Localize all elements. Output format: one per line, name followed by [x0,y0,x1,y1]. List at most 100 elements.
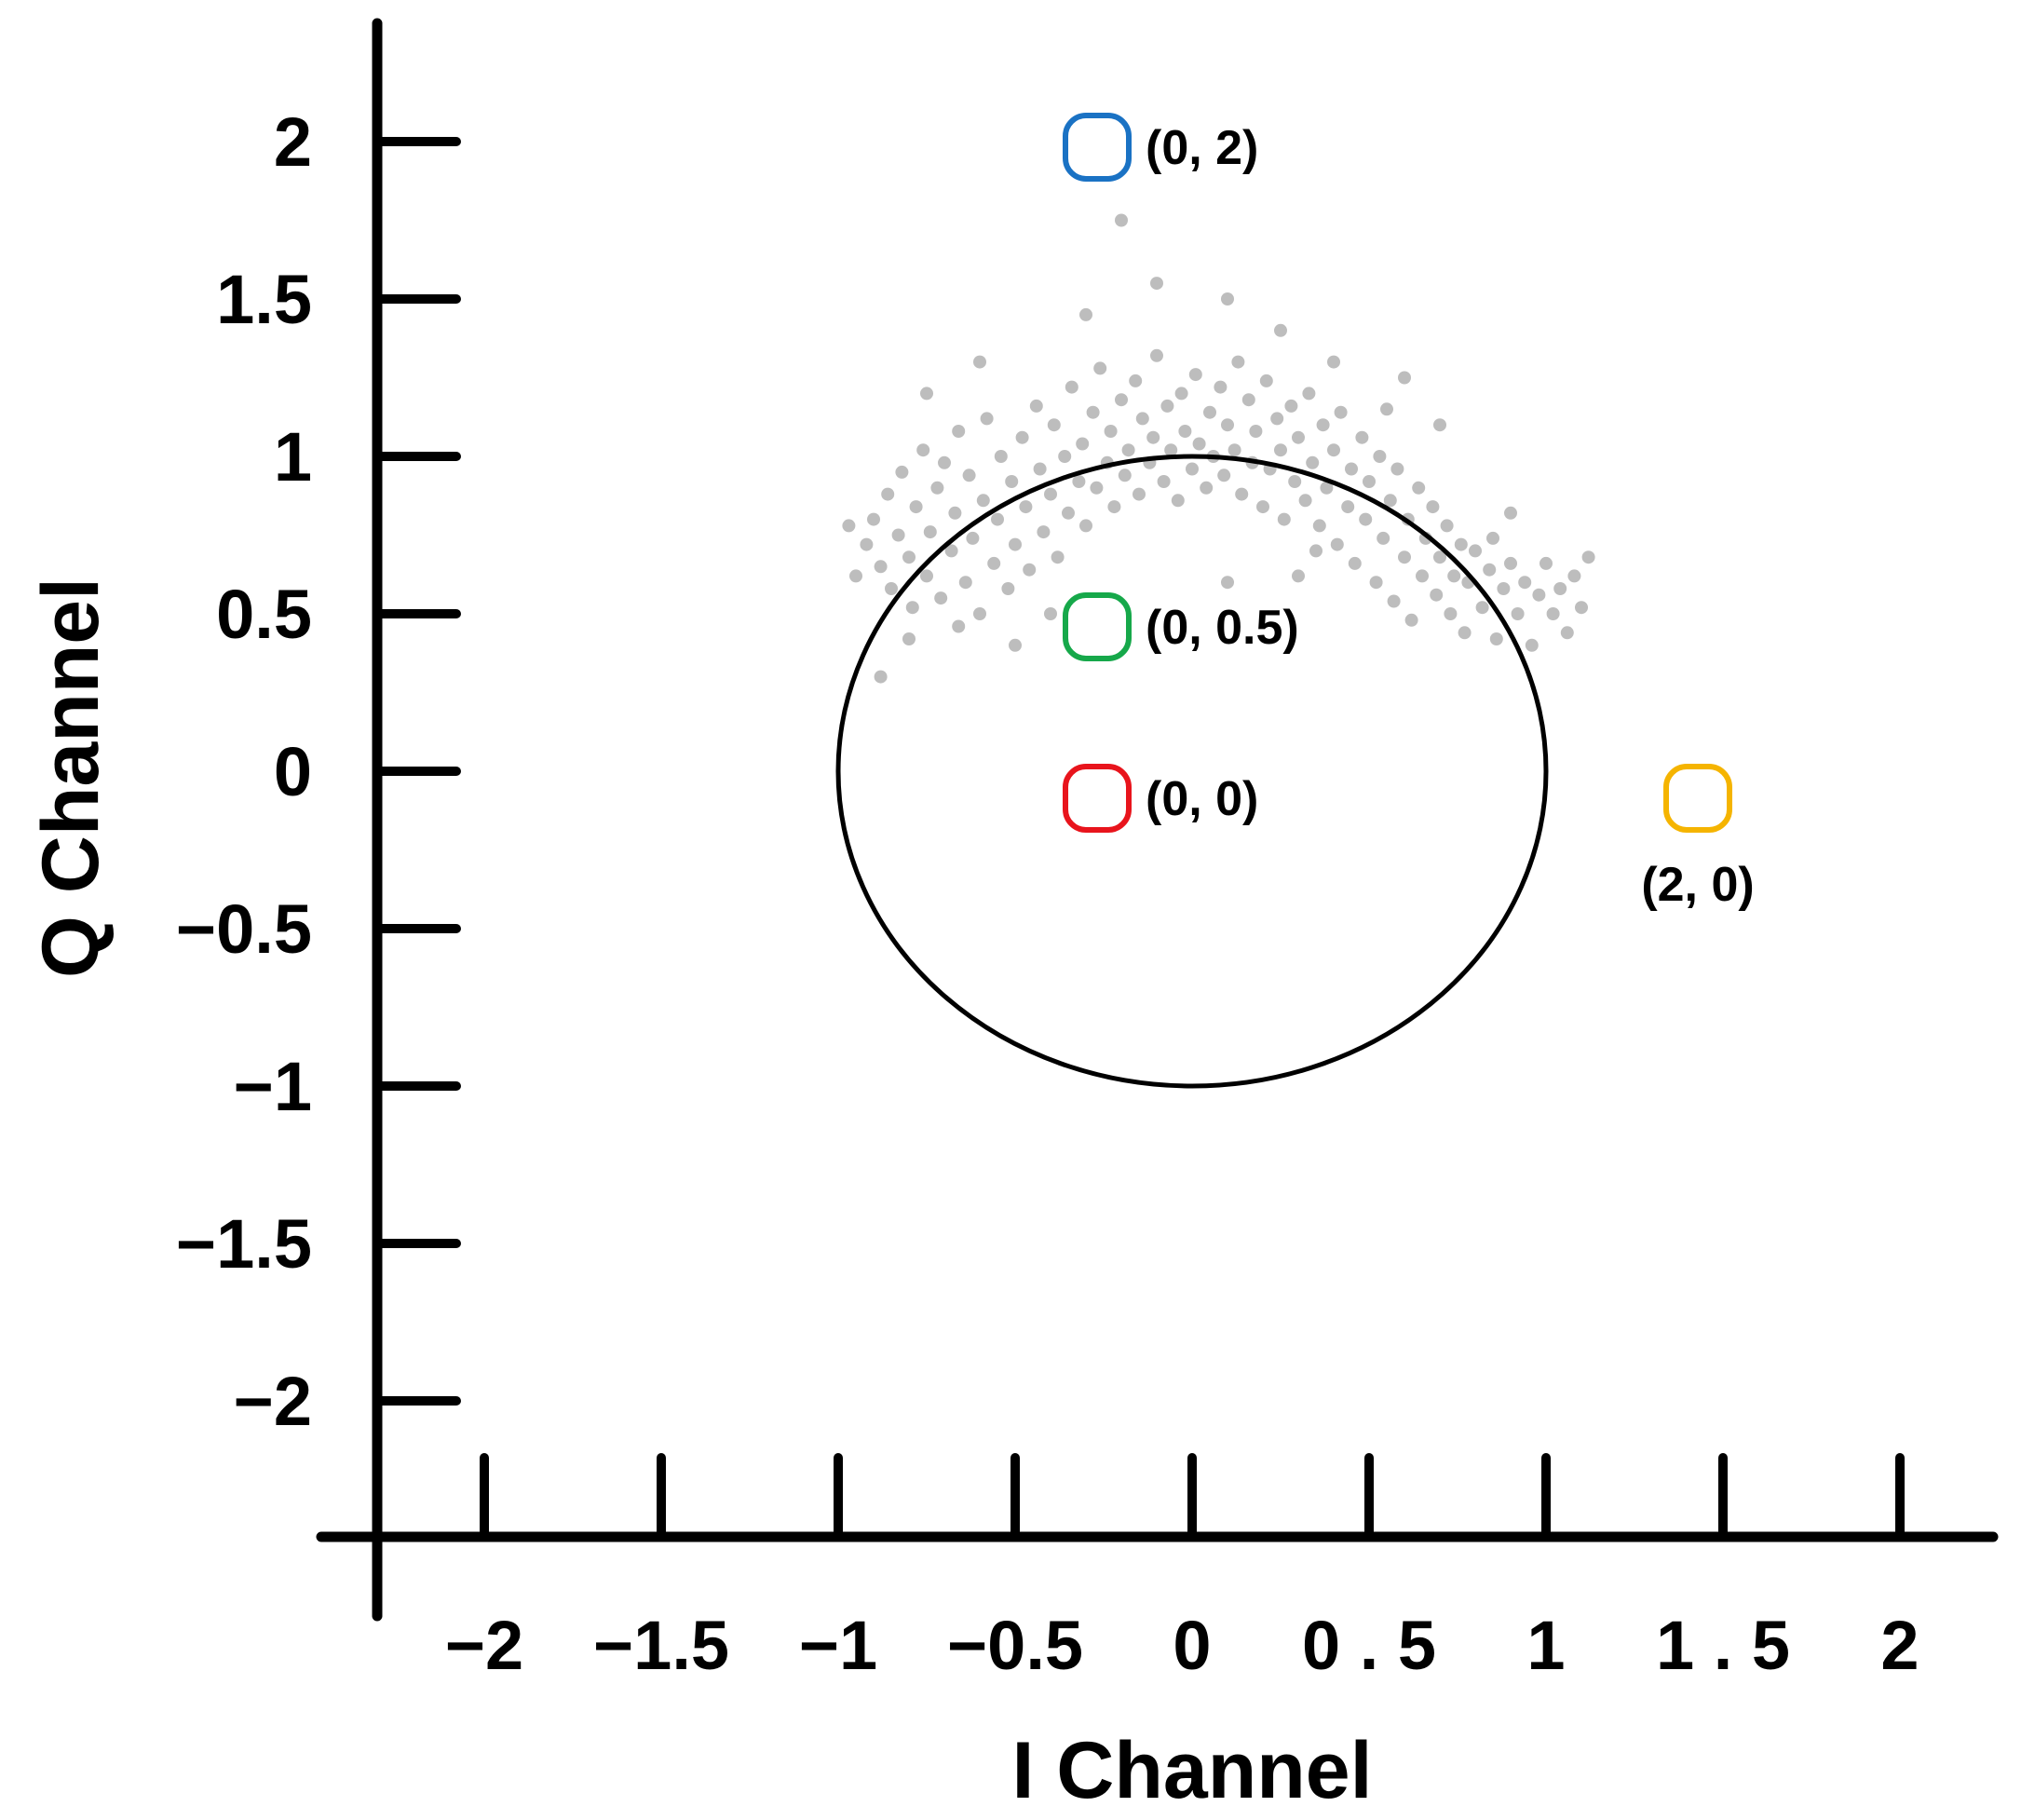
scatter-point-52 [1115,393,1128,407]
y-tick-label-8: −2 [234,1363,312,1440]
scatter-point-76 [1228,443,1241,457]
scatter-point-155 [1221,576,1234,590]
scatter-point-141 [1567,569,1581,583]
scatter-point-128 [1475,601,1489,615]
scatter-point-61 [1157,475,1171,488]
scatter-point-62 [1160,399,1174,413]
markers: (0, 2) (0, 0.5) (0, 0) (2, 0) [1063,113,1755,912]
scatter-point-47 [1090,481,1104,495]
scatter-point-67 [1186,462,1199,476]
scatter-point-85 [1270,412,1284,426]
scatter-point-100 [1341,500,1355,514]
scatter-point-108 [1377,531,1390,545]
axes [316,18,1999,1622]
scatter-point-27 [994,450,1008,463]
scatter-point-26 [991,512,1004,526]
marker-label-3: (2, 0) [1641,858,1754,912]
scatter-point-35 [1033,462,1047,476]
scatter-point-114 [1404,613,1418,627]
y-tick-label-0: 2 [274,103,312,181]
scatter-point-89 [1288,475,1302,488]
scatter-point-15 [938,455,951,469]
scatter-point-23 [976,494,990,508]
scatter-point-90 [1292,430,1305,444]
scatter-point-150 [1398,371,1411,385]
x-tick-label-3: −0.5 [947,1607,1083,1684]
scatter-point-110 [1387,594,1401,608]
scatter-point-45 [1079,519,1092,533]
scatter-point-145 [1079,307,1092,321]
scatter-point-147 [1221,292,1234,306]
scatter-point-16 [944,544,958,558]
marker-1 [1063,592,1132,661]
scatter-point-158 [1433,418,1446,432]
scatter-point-92 [1302,387,1316,401]
scatter-point-131 [1497,582,1511,595]
y-axis-title: Q Channel [26,577,115,978]
scatter-point-120 [1433,550,1446,564]
scatter-point-109 [1383,494,1397,508]
scatter-point-159 [1380,402,1393,416]
scatter-point-5 [891,528,905,542]
scatter-point-29 [1005,475,1019,488]
scatter-point-3 [881,487,895,501]
marker-label-1: (0, 0.5) [1146,601,1299,655]
scatter-point-96 [1320,481,1334,495]
scatter-point-43 [1072,475,1086,488]
y-tick-label-1: 1.5 [216,261,312,338]
scatter-point-121 [1440,519,1454,533]
scatter-point-34 [1029,399,1043,413]
unit-circle [835,454,1549,1089]
scatter-point-91 [1298,494,1312,508]
scatter-point-66 [1178,425,1192,438]
scatter-point-51 [1107,500,1121,514]
scatter-point-139 [1553,582,1567,595]
scatter-point-22 [973,607,986,620]
reference-circle [835,454,1549,1089]
scatter-point-31 [1015,430,1029,444]
y-tick-label-5: −0.5 [176,890,312,968]
scatter-point-157 [1009,638,1022,652]
scatter-point-165 [1504,506,1517,520]
scatter-point-18 [952,425,966,438]
scatter-point-136 [1532,588,1546,602]
scatter-point-6 [895,465,909,479]
scatter-point-146 [1150,277,1163,291]
y-tick-label-7: −1.5 [176,1205,312,1283]
scatter-point-140 [1560,626,1574,640]
scatter-point-125 [1458,626,1472,640]
scatter-point-8 [905,601,919,615]
scatter-point-55 [1129,374,1143,387]
scatter-point-81 [1249,425,1263,438]
scatter-point-1 [867,512,880,526]
scatter-point-73 [1214,380,1228,394]
scatter-point-64 [1171,494,1185,508]
scatter-point-28 [1001,582,1015,595]
scatter-point-79 [1241,393,1255,407]
scatter-point-166 [1292,569,1305,583]
scatter-point-163 [842,519,856,533]
scatter-point-2 [874,560,888,574]
scatter-point-24 [980,412,994,426]
scatter-point-115 [1412,481,1426,495]
scatter-point-41 [1062,506,1075,520]
y-tick-label-2: 1 [274,418,312,496]
scatter-point-107 [1373,450,1387,463]
scatter-point-48 [1093,361,1107,375]
scatter-point-132 [1504,556,1517,570]
scatter-points [842,213,1595,684]
scatter-point-152 [920,387,933,401]
scatter-point-116 [1416,569,1429,583]
scatter-point-44 [1076,437,1090,451]
scatter-point-42 [1065,380,1078,394]
scatter-point-134 [1518,576,1532,590]
x-axis-title: I Channel [1011,1726,1372,1815]
scatter-point-57 [1135,412,1149,426]
scatter-point-97 [1327,443,1340,457]
scatter-point-50 [1104,425,1118,438]
scatter-point-71 [1203,405,1216,419]
x-tick-label-0: −2 [445,1607,523,1684]
scatter-point-130 [1489,632,1503,645]
scatter-point-99 [1334,405,1348,419]
